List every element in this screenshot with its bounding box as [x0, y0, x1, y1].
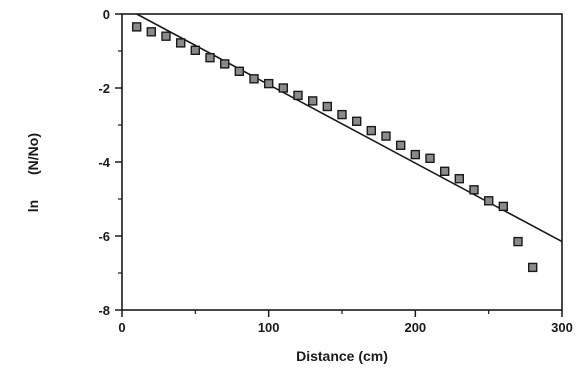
y-tick-label--8: -8: [98, 303, 110, 318]
data-point: [528, 262, 538, 273]
data-points: [131, 22, 538, 273]
data-point: [337, 109, 347, 120]
data-point: [513, 236, 523, 247]
plot-frame: [121, 13, 563, 311]
data-point: [425, 153, 435, 164]
data-point: [366, 125, 376, 136]
data-point: [454, 173, 464, 184]
x-tick-label-100: 100: [258, 320, 280, 335]
data-point: [264, 78, 274, 89]
data-point: [278, 83, 288, 93]
x-tick-label-300: 300: [551, 320, 573, 335]
data-point: [146, 27, 157, 37]
data-point: [219, 59, 230, 69]
fit-line-layer: [136, 13, 563, 243]
data-point: [410, 149, 420, 160]
data-point: [234, 66, 245, 77]
y-axis-label-ratio: (N/No): [25, 133, 41, 175]
ticks: 0 100 200 300 0 -2 -4 -6 -8: [98, 7, 572, 335]
y-tick-label--2: -2: [98, 81, 110, 96]
data-point: [308, 96, 318, 106]
data-point: [352, 116, 362, 127]
data-point: [484, 196, 494, 206]
data-point: [249, 74, 259, 84]
y-tick-label--6: -6: [98, 229, 110, 244]
data-point: [190, 45, 201, 55]
data-point: [469, 185, 479, 195]
data-point: [381, 131, 391, 141]
x-tick-label-0: 0: [118, 320, 125, 335]
y-axis-label: ln (N/No): [25, 133, 41, 212]
y-tick-label--4: -4: [98, 155, 110, 170]
data-point: [205, 53, 215, 63]
y-tick-label-0: 0: [103, 7, 110, 22]
fit-line: [136, 13, 563, 243]
data-point: [175, 38, 186, 48]
x-axis-label: Distance (cm): [296, 348, 388, 364]
data-point: [131, 22, 142, 32]
data-point: [498, 201, 508, 212]
data-point: [396, 140, 406, 151]
x-tick-label-200: 200: [404, 320, 426, 335]
data-point: [440, 166, 450, 177]
data-point: [293, 90, 303, 101]
y-axis-label-ln: ln: [25, 200, 41, 212]
data-point: [161, 31, 171, 41]
data-point: [322, 101, 332, 112]
